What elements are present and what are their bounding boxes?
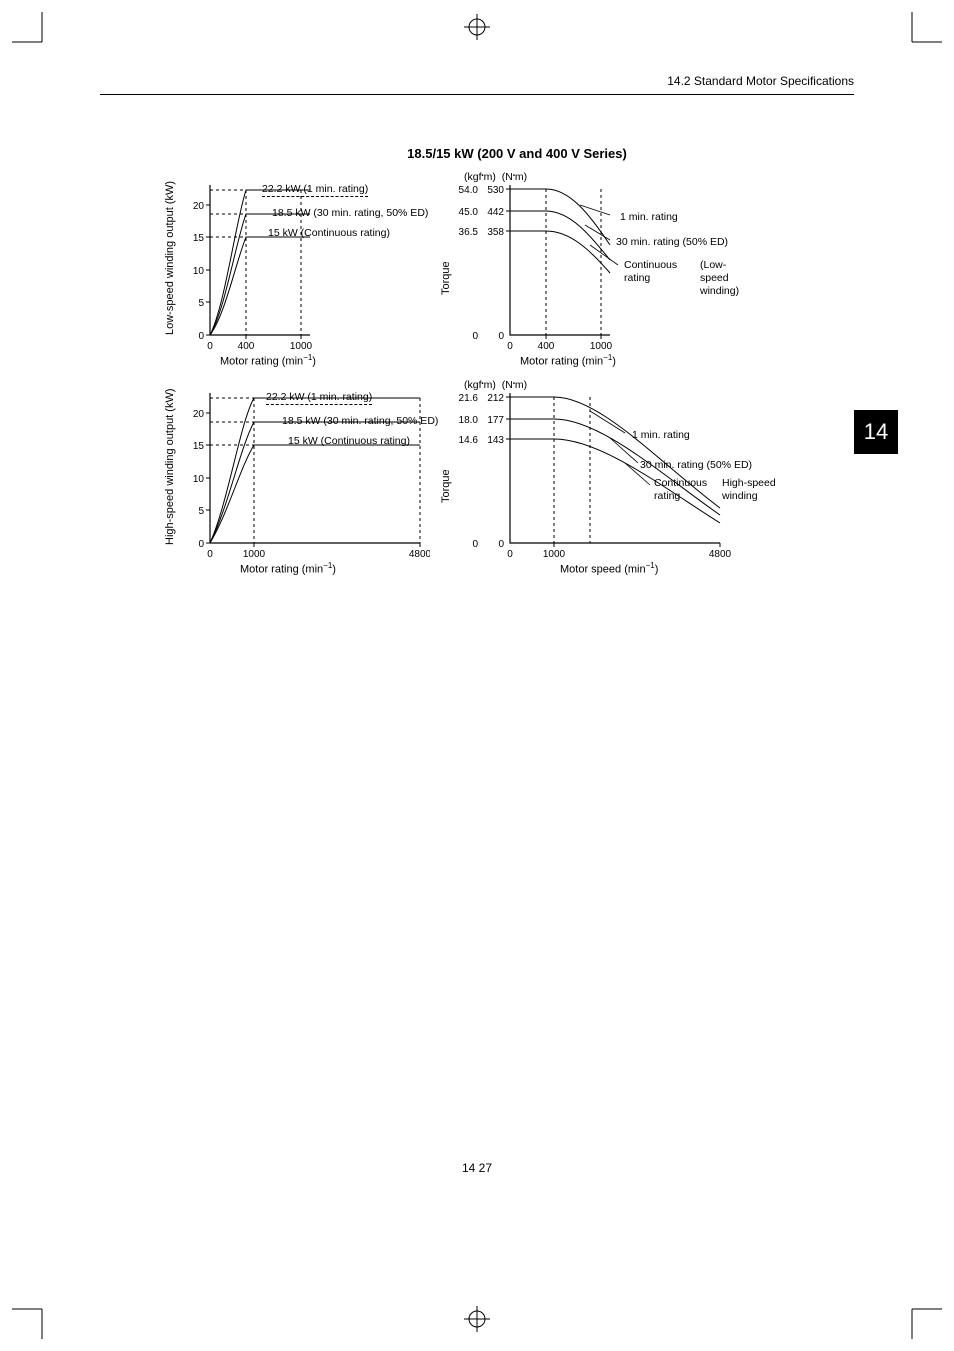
header-rule (100, 94, 854, 95)
svg-text:0: 0 (472, 539, 478, 550)
annotation: 22.2 kW (1 min. rating) (262, 183, 368, 196)
page-frame: 14.2 Standard Motor Specifications 14 18… (56, 56, 898, 1295)
chart-high-speed-torque: Torque 21.6 18.0 14.6 0 212 177 (440, 383, 780, 583)
svg-text:143: 143 (487, 435, 504, 446)
svg-text:4800: 4800 (709, 549, 732, 560)
annotation: 15 kW (Continuous rating) (268, 227, 390, 240)
svg-text:177: 177 (487, 415, 504, 426)
crop-mark-top-left (12, 12, 52, 52)
svg-text:0: 0 (498, 539, 504, 550)
svg-text:0: 0 (507, 341, 513, 352)
svg-text:5: 5 (198, 298, 204, 309)
y-axis-label: Torque (440, 469, 452, 503)
svg-text:1000: 1000 (590, 341, 613, 352)
x-axis-label: Motor rating (min−1) (240, 561, 336, 576)
y-axis-label: Low-speed winding output (kW) (164, 181, 176, 335)
annotation: rating (654, 490, 680, 503)
annotation: 30 min. rating (50% ED) (616, 236, 728, 249)
registration-mark-bottom-icon (462, 1304, 492, 1339)
svg-text:54.0: 54.0 (459, 185, 479, 196)
annotation: 22.2 kW (1 min. rating) (266, 391, 372, 404)
annotation: rating (624, 272, 650, 285)
y-axis-label: High-speed winding output (kW) (164, 388, 176, 545)
annotation: Continuous (624, 259, 677, 272)
svg-text:45.0: 45.0 (459, 207, 479, 218)
annotation: High-speed (722, 477, 776, 490)
svg-text:0: 0 (207, 341, 213, 352)
svg-text:5: 5 (198, 506, 204, 517)
figure-title: 18.5/15 kW (200 V and 400 V Series) (100, 146, 854, 161)
svg-text:0: 0 (198, 539, 204, 550)
x-axis-label: Motor speed (min−1) (560, 561, 658, 576)
svg-text:212: 212 (487, 393, 504, 404)
svg-text:442: 442 (487, 207, 504, 218)
svg-text:0: 0 (207, 549, 213, 560)
chart-low-speed-torque: Torque 54.0 45.0 36.5 0 530 (440, 175, 780, 375)
svg-text:1000: 1000 (290, 341, 313, 352)
svg-text:0: 0 (507, 549, 513, 560)
chart-svg: 0 5 10 15 20 0 400 (160, 175, 430, 375)
header-section-text: 14.2 Standard Motor Specifications (667, 74, 854, 88)
x-axis-label: Motor rating (min−1) (520, 353, 616, 368)
svg-text:18.0: 18.0 (459, 415, 479, 426)
unit-label: (kgf•m) (N•m) (464, 379, 527, 392)
svg-text:36.5: 36.5 (459, 227, 479, 238)
x-axis-label: Motor rating (min−1) (220, 353, 316, 368)
annotation: winding) (700, 285, 739, 298)
crop-mark-bottom-left (12, 1299, 52, 1339)
annotation: 18.5 kW (30 min. rating, 50% ED) (282, 415, 438, 428)
annotation: 15 kW (Continuous rating) (288, 435, 410, 448)
annotation: winding (722, 490, 758, 503)
crop-mark-top-right (902, 12, 942, 52)
svg-text:358: 358 (487, 227, 504, 238)
svg-text:10: 10 (193, 474, 205, 485)
svg-text:10: 10 (193, 266, 205, 277)
annotation: Continuous (654, 477, 707, 490)
annotation: 30 min. rating (50% ED) (640, 459, 752, 472)
registration-mark-top-icon (462, 12, 492, 47)
page-number: 14 27 (462, 1161, 492, 1175)
svg-text:1000: 1000 (243, 549, 266, 560)
y-axis-label: Torque (440, 261, 452, 295)
svg-text:400: 400 (538, 341, 555, 352)
svg-text:4800: 4800 (409, 549, 430, 560)
svg-text:0: 0 (472, 331, 478, 342)
unit-label: (kgf•m) (N•m) (464, 171, 527, 184)
svg-text:14.6: 14.6 (459, 435, 479, 446)
chapter-tab: 14 (854, 410, 898, 454)
annotation: speed (700, 272, 729, 285)
svg-text:530: 530 (487, 185, 504, 196)
charts-grid: Low-speed winding output (kW) (160, 175, 854, 583)
svg-text:20: 20 (193, 201, 205, 212)
chart-low-speed-output: Low-speed winding output (kW) (160, 175, 430, 375)
svg-text:15: 15 (193, 233, 205, 244)
content-area: 18.5/15 kW (200 V and 400 V Series) Low-… (100, 146, 854, 583)
svg-text:0: 0 (198, 331, 204, 342)
svg-text:20: 20 (193, 409, 205, 420)
svg-text:1000: 1000 (543, 549, 566, 560)
chart-high-speed-output: High-speed winding output (kW) 0 (160, 383, 430, 583)
chart-svg: 54.0 45.0 36.5 0 530 442 358 0 (440, 175, 780, 375)
annotation: (Low- (700, 259, 726, 272)
svg-text:15: 15 (193, 441, 205, 452)
svg-text:400: 400 (238, 341, 255, 352)
crop-mark-bottom-right (902, 1299, 942, 1339)
chart-svg: 0 5 10 15 20 0 1000 (160, 383, 430, 583)
svg-text:21.6: 21.6 (459, 393, 479, 404)
annotation: 1 min. rating (620, 211, 678, 224)
annotation: 1 min. rating (632, 429, 690, 442)
svg-text:0: 0 (498, 331, 504, 342)
annotation: 18.5 kW (30 min. rating, 50% ED) (272, 207, 428, 220)
